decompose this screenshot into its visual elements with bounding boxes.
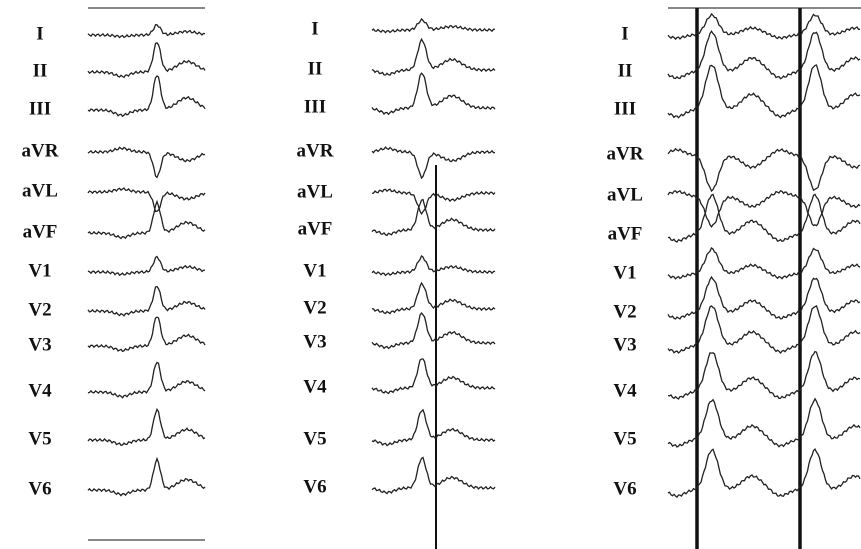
lead-label: V1 xyxy=(28,260,51,281)
lead-label: aVF xyxy=(608,223,643,244)
lead-label: V5 xyxy=(613,428,636,449)
ecg-trace xyxy=(88,409,205,445)
lead-label: aVL xyxy=(22,180,58,201)
ecg-trace xyxy=(88,363,205,398)
ecg-trace xyxy=(372,410,495,446)
lead-label: I xyxy=(36,23,43,44)
ecg-trace xyxy=(88,25,205,38)
lead-label: V4 xyxy=(28,380,52,401)
lead-label: aVL xyxy=(297,181,333,202)
lead-label: V6 xyxy=(28,478,51,499)
lead-label: III xyxy=(614,98,636,119)
ecg-trace xyxy=(372,147,495,178)
lead-label: III xyxy=(29,98,51,119)
ecg-trace xyxy=(372,39,495,75)
ecg-trace xyxy=(372,458,495,494)
lead-label: V4 xyxy=(303,376,327,397)
lead-label: I xyxy=(311,18,318,39)
lead-label: V6 xyxy=(303,476,326,497)
lead-label: III xyxy=(304,96,326,117)
lead-label: V2 xyxy=(303,297,326,318)
ecg-trace xyxy=(88,188,205,211)
ecg-trace xyxy=(88,459,205,496)
lead-label: II xyxy=(308,58,323,79)
ecg-trace xyxy=(88,43,205,78)
ecg-trace xyxy=(372,189,495,214)
lead-label: aVR xyxy=(22,140,59,161)
lead-label: aVR xyxy=(297,140,334,161)
lead-label: V3 xyxy=(303,331,326,352)
lead-label: V5 xyxy=(28,428,51,449)
lead-label: V3 xyxy=(28,334,51,355)
lead-label: II xyxy=(618,60,633,81)
lead-label: aVR xyxy=(607,143,644,164)
ecg-trace xyxy=(88,76,205,116)
lead-label: V2 xyxy=(28,299,51,320)
ecg-trace xyxy=(372,313,495,348)
lead-label: V4 xyxy=(613,380,637,401)
lead-label: I xyxy=(621,23,628,44)
ecg-trace xyxy=(372,256,495,275)
ecg-trace xyxy=(372,359,495,394)
lead-label: V1 xyxy=(303,260,326,281)
lead-label: V1 xyxy=(613,262,636,283)
lead-label: V3 xyxy=(613,334,636,355)
ecg-trace xyxy=(372,19,495,33)
ecg-trace xyxy=(372,73,495,114)
lead-label: aVL xyxy=(607,184,643,205)
ecg-trace xyxy=(372,200,495,236)
ecg-trace xyxy=(88,202,205,239)
ecg-trace xyxy=(88,317,205,351)
lead-label: aVF xyxy=(23,221,58,242)
ecg-trace xyxy=(88,257,205,276)
ecg-trace xyxy=(372,283,495,314)
ecg-trace xyxy=(88,287,205,316)
lead-label: II xyxy=(33,60,48,81)
ecg-figure: IIIIIIaVRaVLaVFV1V2V3V4V5V6IIIIIIaVRaVLa… xyxy=(0,0,861,549)
ecg-trace xyxy=(88,147,205,177)
lead-label: V2 xyxy=(613,301,636,322)
lead-label: aVF xyxy=(298,218,333,239)
lead-label: V5 xyxy=(303,428,326,449)
lead-label: V6 xyxy=(613,478,636,499)
